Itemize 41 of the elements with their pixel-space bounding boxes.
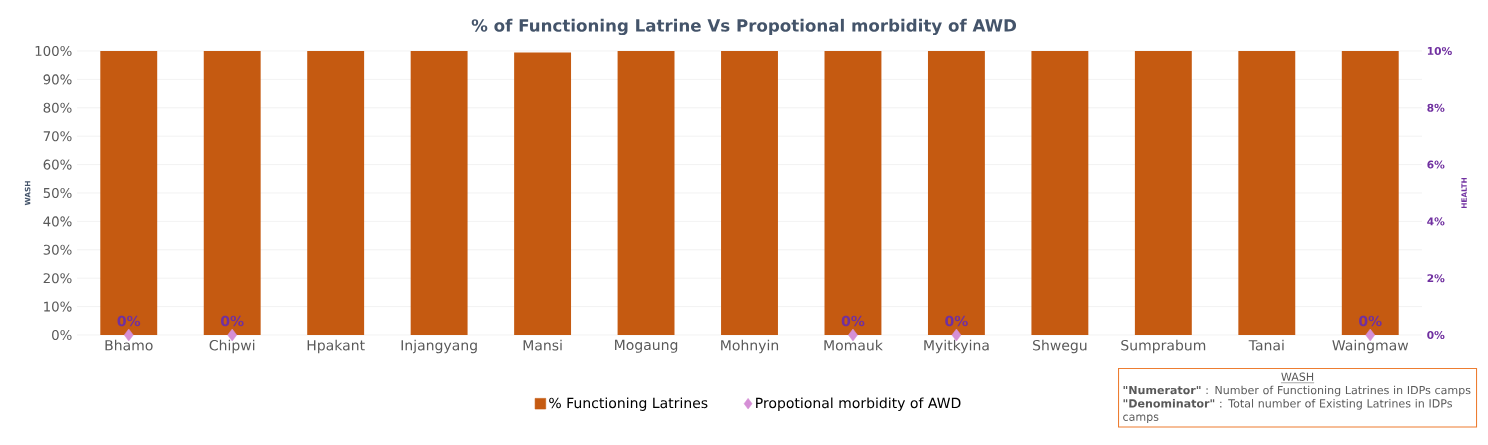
x-tick-label: Mogaung (615, 339, 678, 353)
y-tick-label: 100% (35, 45, 72, 57)
y-tick-label: 80% (43, 102, 72, 113)
y2-tick-label: 4% (1427, 217, 1445, 226)
x-tick-label: Sumprabum (1121, 339, 1206, 354)
legend-label: % Functioning Latrines (549, 397, 708, 411)
y-tick-label: 20% (43, 273, 72, 284)
x-tick-label: Bhamo (105, 339, 153, 351)
data-label: 0% (117, 315, 141, 327)
y2-tick-label: 6% (1427, 160, 1445, 169)
data-label: 0% (220, 315, 244, 327)
text: "Denominator" : Total number of Existing Latrines in IDPs camps (1123, 398, 1452, 424)
x-tick-label: Mansi (523, 339, 562, 351)
data-label: 0% (945, 315, 968, 327)
text: "Numerator" : Number of Functioning Latrines in IDPs camps (1123, 385, 1471, 397)
y-tick-label: 40% (43, 216, 72, 227)
y-tick-label: 90% (43, 74, 72, 85)
y2-tick-label: 0% (1427, 330, 1445, 340)
x-tick-label: Mohnyin (721, 339, 779, 354)
legend-label: Propotional morbidity of AWD (756, 397, 961, 411)
x-tick-label: Tanai (1248, 339, 1284, 351)
y-tick-label: 0% (52, 329, 72, 341)
x-tick-label: Chipwi (209, 339, 255, 354)
y-tick-label: 60% (43, 159, 72, 170)
y2-tick-label: 2% (1427, 274, 1445, 283)
chart-title: % of Functioning Latrine Vs Propotional morbidity of AWD (471, 18, 1017, 36)
x-tick-label: Injangyang (401, 339, 477, 354)
x-tick-label: Myitkyina (924, 339, 989, 354)
data-label: 0% (1359, 315, 1382, 327)
x-tick-label: Waingmaw (1332, 339, 1409, 354)
x-tick-label: Hpakant (307, 339, 365, 354)
y-tick-label: 50% (43, 187, 72, 199)
y2-tick-label: 10% (1427, 46, 1452, 56)
x-tick-label: Shwegu (1033, 339, 1087, 354)
y-tick-label: 70% (43, 131, 72, 142)
text: WASH (1281, 372, 1314, 381)
data-label: 0% (841, 315, 865, 327)
y-tick-label: 10% (44, 301, 72, 312)
y-tick-label: 30% (43, 244, 72, 255)
x-tick-label: Momauk (824, 339, 883, 351)
y2-tick-label: 8% (1427, 103, 1445, 112)
